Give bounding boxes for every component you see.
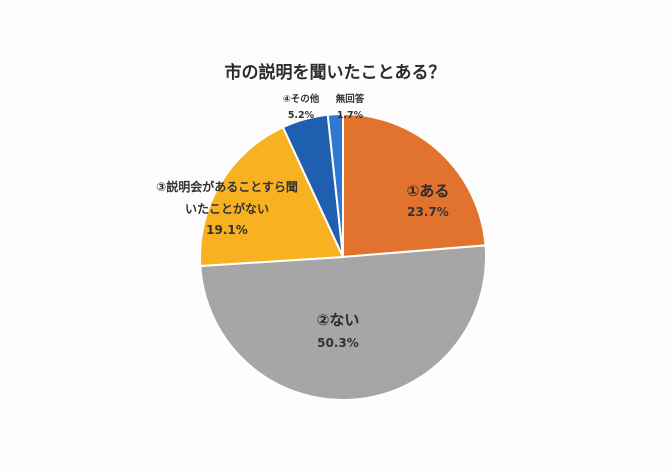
slice-label-mukaito: 無回答 bbox=[336, 93, 365, 105]
slice-mukaito bbox=[326, 112, 344, 258]
slice-label-aru: ①ある bbox=[407, 182, 450, 200]
slice-label-sonota: ④その他 bbox=[283, 93, 320, 105]
chart-title: 市の説明を聞いたことある？ bbox=[225, 62, 446, 83]
slice-nai bbox=[199, 244, 487, 402]
pie-slices bbox=[198, 112, 487, 402]
slice-setsumeikai bbox=[198, 125, 345, 268]
slice-value-mukaito: 1.7% bbox=[337, 110, 364, 121]
slice-label-setsumeikai-line2: いたことがない bbox=[185, 201, 269, 216]
slice-value-setsumeikai: 19.1% bbox=[206, 223, 248, 237]
slice-label-nai: ②ない bbox=[317, 311, 360, 329]
slice-label-setsumeikai-line1: ③説明会があることすら聞 bbox=[156, 179, 298, 194]
slice-value-sonota: 5.2% bbox=[288, 110, 315, 121]
slice-value-aru: 23.7% bbox=[407, 205, 449, 219]
slice-value-nai: 50.3% bbox=[317, 336, 359, 350]
slice-aru bbox=[342, 112, 487, 259]
